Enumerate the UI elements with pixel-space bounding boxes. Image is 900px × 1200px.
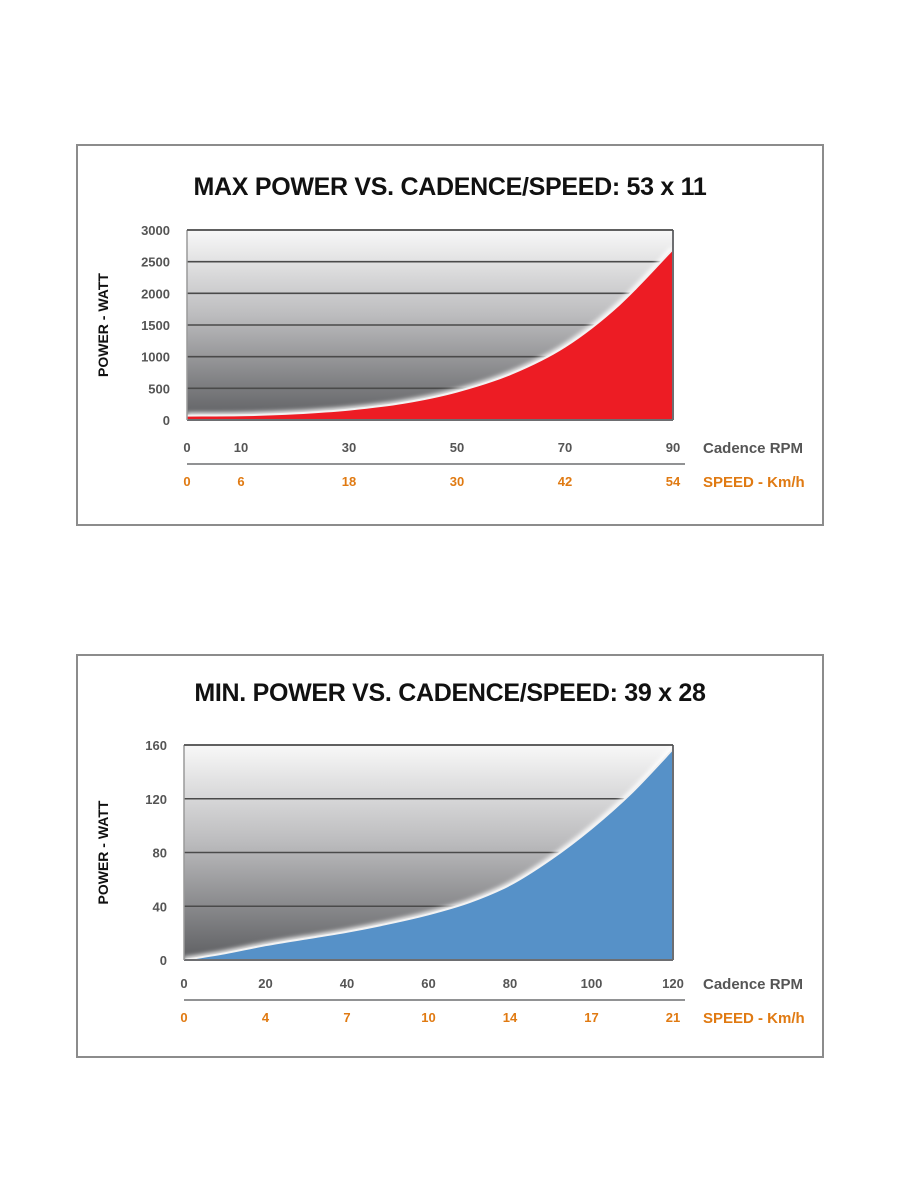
x-tick-label: 40 bbox=[340, 976, 354, 991]
x-tick-label: 100 bbox=[581, 976, 603, 991]
x-tick-label: 50 bbox=[450, 440, 464, 455]
x-axis-title: Cadence RPM bbox=[703, 976, 803, 993]
y-tick-label: 3000 bbox=[141, 223, 170, 238]
x-tick-label: 20 bbox=[258, 976, 272, 991]
x-tick-label: 30 bbox=[342, 440, 356, 455]
speed-tick-label: 17 bbox=[584, 1010, 598, 1025]
y-axis-title: POWER - WATT bbox=[95, 273, 111, 377]
x-tick-label: 10 bbox=[234, 440, 248, 455]
series-line bbox=[186, 248, 674, 417]
series-area bbox=[184, 749, 673, 960]
x-tick-label: 0 bbox=[183, 440, 190, 455]
y-tick-label: 160 bbox=[145, 738, 167, 753]
speed-tick-label: 4 bbox=[262, 1010, 270, 1025]
speed-tick-label: 6 bbox=[237, 474, 244, 489]
speed-tick-label: 14 bbox=[503, 1010, 518, 1025]
speed-tick-label: 30 bbox=[450, 474, 464, 489]
x-tick-label: 120 bbox=[662, 976, 684, 991]
x-tick-label: 70 bbox=[558, 440, 572, 455]
y-tick-label: 1500 bbox=[141, 318, 170, 333]
y-tick-label: 120 bbox=[145, 792, 167, 807]
y-tick-label: 2500 bbox=[141, 255, 170, 270]
series-area bbox=[187, 249, 673, 420]
y-tick-label: 2000 bbox=[141, 286, 170, 301]
min-power-chart: MIN. POWER VS. CADENCE/SPEED: 39 x 28 160… bbox=[95, 679, 805, 1027]
chart-title: MAX POWER VS. CADENCE/SPEED: 53 x 11 bbox=[194, 173, 707, 201]
x-tick-label: 0 bbox=[180, 976, 187, 991]
y-tick-label: 80 bbox=[153, 846, 167, 861]
y-tick-label: 40 bbox=[153, 899, 167, 914]
series-line bbox=[183, 748, 674, 961]
y-tick-label: 0 bbox=[163, 413, 170, 428]
chart-title: MIN. POWER VS. CADENCE/SPEED: 39 x 28 bbox=[194, 679, 706, 707]
speed-tick-label: 0 bbox=[180, 1010, 187, 1025]
speed-tick-label: 10 bbox=[421, 1010, 435, 1025]
x-tick-label: 90 bbox=[666, 440, 680, 455]
y-tick-label: 0 bbox=[160, 953, 167, 968]
speed-tick-label: 42 bbox=[558, 474, 572, 489]
y-axis-title: POWER - WATT bbox=[95, 800, 111, 904]
speed-tick-label: 18 bbox=[342, 474, 356, 489]
x-tick-label: 60 bbox=[421, 976, 435, 991]
chart-panel-min-power: MIN. POWER VS. CADENCE/SPEED: 39 x 28 160… bbox=[76, 654, 824, 1058]
speed-tick-label: 21 bbox=[666, 1010, 680, 1025]
speed-tick-label: 54 bbox=[666, 474, 681, 489]
y-tick-label: 500 bbox=[148, 381, 170, 396]
speed-tick-label: 7 bbox=[343, 1010, 350, 1025]
chart-panel-max-power: MAX POWER VS. CADENCE/SPEED: 53 x 11 3000… bbox=[76, 144, 824, 526]
speed-tick-label: 0 bbox=[183, 474, 190, 489]
speed-axis-title: SPEED - Km/h bbox=[703, 1010, 805, 1027]
x-axis-title: Cadence RPM bbox=[703, 440, 803, 457]
speed-axis-title: SPEED - Km/h bbox=[703, 474, 805, 491]
y-tick-label: 1000 bbox=[141, 350, 170, 365]
x-tick-label: 80 bbox=[503, 976, 517, 991]
max-power-chart: MAX POWER VS. CADENCE/SPEED: 53 x 113000… bbox=[95, 173, 805, 491]
